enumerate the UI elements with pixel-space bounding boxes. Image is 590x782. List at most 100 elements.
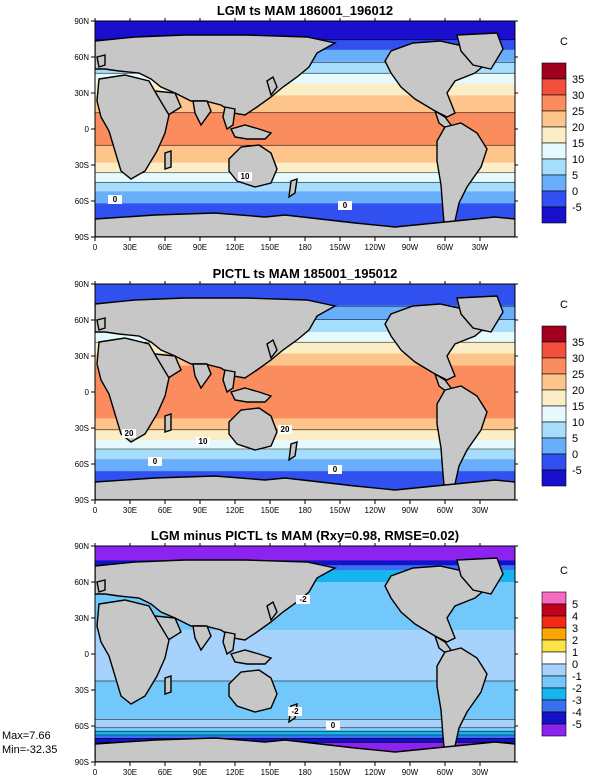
- field-band: [95, 699, 515, 703]
- field-band: [95, 606, 515, 609]
- colorbar-label: -5: [572, 719, 582, 731]
- y-tick-label: 90S: [75, 496, 89, 505]
- field-band: [95, 90, 515, 94]
- field-band: [95, 738, 515, 741]
- field-band: [95, 107, 515, 111]
- field-band: [95, 284, 515, 287]
- field-band: [95, 618, 515, 621]
- field-band: [95, 210, 515, 214]
- field-band: [95, 162, 515, 166]
- field-band: [95, 365, 515, 369]
- colorbar-swatch: [541, 663, 567, 677]
- colorbar-label: -4: [572, 707, 582, 719]
- field-band: [95, 28, 515, 32]
- field-band: [95, 716, 515, 720]
- field-band: [95, 642, 515, 645]
- map-field: [95, 284, 515, 500]
- field-band: [95, 213, 515, 216]
- field-band: [95, 346, 515, 350]
- field-band: [95, 377, 515, 381]
- colorbar-swatch: [541, 325, 567, 343]
- colorbar-swatch: [541, 373, 567, 391]
- field-band: [95, 201, 515, 204]
- x-tick-label: 150E: [261, 243, 280, 252]
- field-band: [95, 368, 515, 371]
- field-band: [95, 471, 515, 475]
- colorbar-swatch: [541, 110, 567, 128]
- colorbar-swatch: [541, 591, 567, 605]
- contour-label: 0: [113, 195, 118, 204]
- field-band: [95, 692, 515, 696]
- x-tick-label: 180: [298, 506, 312, 515]
- field-band: [95, 83, 515, 87]
- field-band: [95, 476, 515, 479]
- x-tick-label: 150W: [330, 506, 351, 515]
- field-band: [95, 167, 515, 171]
- colorbar-label: 20: [572, 385, 584, 397]
- colorbar-label: 25: [572, 106, 584, 118]
- field-band: [95, 670, 515, 674]
- colorbar-swatch: [541, 627, 567, 641]
- colorbar-label: -2: [572, 683, 582, 695]
- x-tick-label: 180: [298, 243, 312, 252]
- y-tick-label: 90N: [74, 542, 89, 551]
- field-band: [95, 105, 515, 108]
- field-band: [95, 184, 515, 188]
- y-tick-label: 60N: [74, 316, 89, 325]
- field-band: [95, 555, 515, 559]
- field-band: [95, 558, 515, 561]
- colorbar-swatch: [541, 453, 567, 471]
- colorbar-swatch: [541, 142, 567, 160]
- field-band: [95, 704, 515, 708]
- field-band: [95, 411, 515, 415]
- colorbar-swatch: [541, 615, 567, 629]
- colorbar-label: 15: [572, 138, 584, 150]
- x-tick-label: 180: [298, 768, 312, 777]
- contour-label: 20: [281, 425, 290, 434]
- colorbar: C 35 30 25 20 15 10 5 0 -5: [541, 36, 584, 224]
- field-band: [95, 687, 515, 691]
- y-tick-label: 30N: [74, 89, 89, 98]
- x-tick-label: 60E: [158, 243, 172, 252]
- field-band: [95, 360, 515, 364]
- contour-label: -2: [291, 707, 299, 716]
- field-band: [95, 153, 515, 156]
- field-band: [95, 437, 515, 441]
- x-tick-label: 0: [93, 243, 98, 252]
- field-band: [95, 550, 515, 554]
- field-band: [95, 117, 515, 120]
- field-band: [95, 341, 515, 345]
- colorbar-swatch: [541, 158, 567, 176]
- x-tick-label: 90W: [402, 768, 419, 777]
- colorbar-swatch: [541, 639, 567, 653]
- map-field: [95, 21, 515, 237]
- field-band: [95, 673, 515, 677]
- field-band: [95, 172, 515, 176]
- field-band: [95, 553, 515, 557]
- contour-label-bg: [122, 429, 136, 438]
- colorbar-swatch: [541, 62, 567, 80]
- contour-label-bg: [278, 425, 292, 434]
- field-band: [95, 651, 515, 655]
- map-field: [95, 546, 515, 762]
- contour-label-bg: [196, 437, 210, 446]
- field-band: [95, 129, 515, 132]
- field-band: [95, 382, 515, 386]
- field-band: [95, 440, 515, 443]
- field-band: [95, 186, 515, 190]
- field-band: [95, 396, 515, 400]
- colorbar-swatch: [541, 357, 567, 375]
- colorbar-swatch: [541, 421, 567, 439]
- field-band: [95, 169, 515, 173]
- field-band: [95, 203, 515, 207]
- y-tick-label: 60S: [75, 197, 89, 206]
- field-band: [95, 109, 515, 113]
- panel-diff: LGM minus PICTL ts MAM (Rxy=0.98, RMSE=0…: [74, 528, 581, 777]
- contour-label: 0: [333, 465, 338, 474]
- field-band: [95, 97, 515, 101]
- x-tick-label: 90W: [402, 243, 419, 252]
- panel-lgm: LGM ts MAM 186001_196012 10 0 0 0 30E 60E 90E 12…: [74, 3, 584, 252]
- field-band: [95, 150, 515, 154]
- field-band: [95, 76, 515, 80]
- field-band: [95, 143, 515, 147]
